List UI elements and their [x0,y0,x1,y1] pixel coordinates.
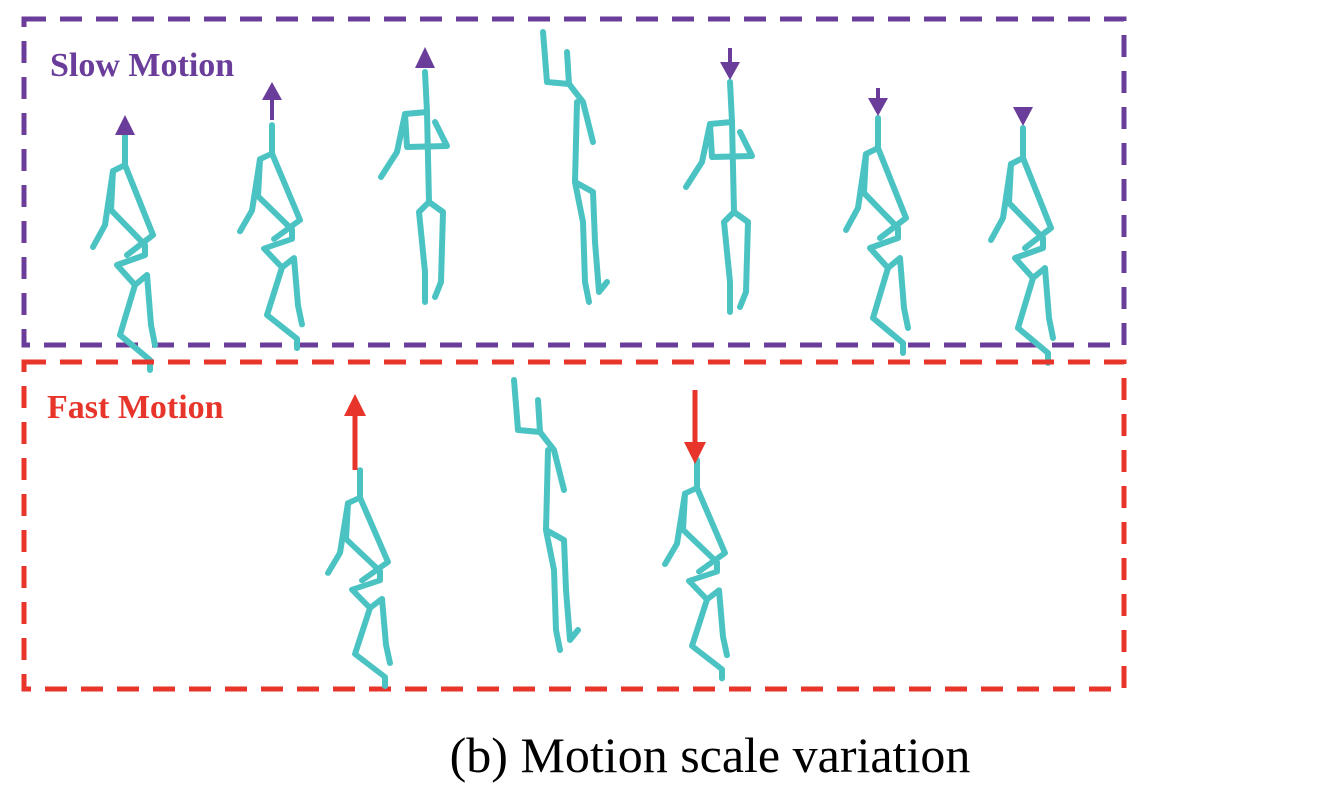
skeleton-figure [543,32,607,302]
slow-frame-5 [686,82,752,312]
slow-motion-panel [21,16,1127,348]
arrow-down-icon [684,390,706,464]
slow-frame-4 [543,32,607,302]
skeleton-figure [665,460,727,679]
skeleton-figure [240,125,302,348]
skeleton-figure [93,135,155,370]
fast-motion-panel [21,359,1127,692]
slow-frame-6 [846,118,908,353]
slow-frame-2 [240,125,302,348]
arrow-down-icon [720,48,740,80]
skeleton-figure [381,72,447,302]
figure-caption: (b) Motion scale variation [450,727,971,783]
slow-frame-3 [381,72,447,302]
fast-frame-3 [665,460,727,679]
skeleton-figure [846,118,908,353]
skeleton-figure [991,128,1053,363]
skeleton-figure [328,470,390,686]
arrow-up-icon [115,115,135,135]
arrow-down-icon [868,88,888,116]
slow-frame-7 [991,128,1053,363]
arrow-down-icon [1013,107,1033,126]
slow-motion-label: Slow Motion [50,47,234,84]
skeleton-figure [686,82,752,312]
arrow-up-icon [344,394,366,470]
fast-frame-1 [328,470,390,686]
arrow-up-icon [415,47,435,68]
arrow-up-icon [262,82,282,120]
fast-frame-2 [514,380,578,650]
skeleton-figure [514,380,578,650]
slow-frame-1 [93,135,155,370]
fast-motion-label: Fast Motion [47,389,224,426]
